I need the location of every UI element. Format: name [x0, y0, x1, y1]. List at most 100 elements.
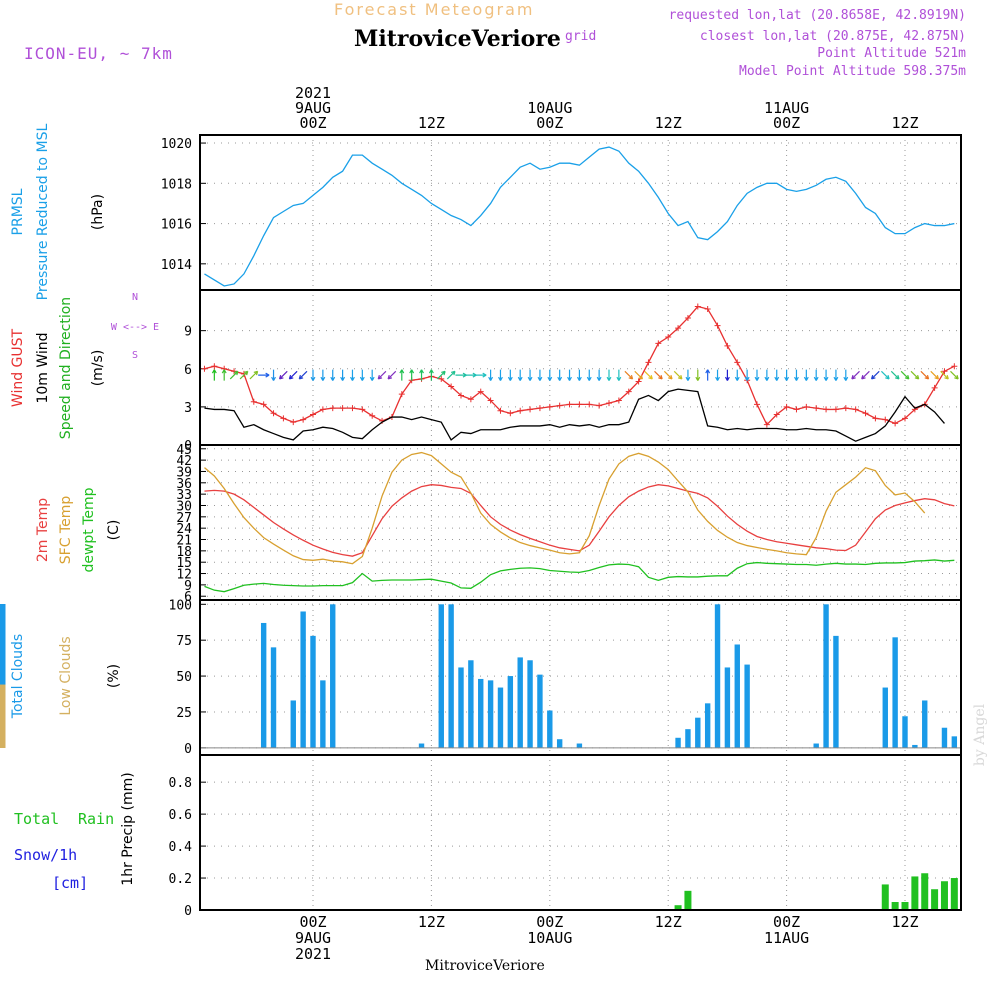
gust-marker [625, 388, 632, 395]
wind-direction-arrow [387, 370, 397, 380]
gust-marker [319, 406, 326, 413]
compass-south: S [132, 350, 138, 361]
bar-rain [931, 889, 939, 910]
gust-marker [665, 334, 672, 341]
wind-direction-arrow [419, 369, 424, 381]
panel-frame [199, 134, 962, 291]
bar-total-clouds [704, 703, 711, 748]
temp-label-sfc: SFC Temp [58, 496, 74, 565]
wind-direction-arrow [596, 369, 602, 381]
gust-marker [458, 392, 464, 399]
y-tick-label: 6 [184, 590, 192, 605]
gust-marker [517, 407, 524, 414]
bottom-axis-label: 00Z [536, 913, 563, 931]
top-axis-label: 11AUG [764, 99, 809, 117]
bar-total-clouds [941, 727, 948, 748]
wind-direction-arrow [527, 369, 533, 381]
bar-rain [684, 890, 692, 910]
bar-total-clouds [547, 710, 553, 748]
bar-total-clouds [290, 700, 296, 748]
wind-direction-arrow [211, 369, 217, 381]
bar-total-clouds [892, 637, 898, 748]
wind-direction-arrow [940, 370, 949, 380]
bottom-axis-label: 12Z [655, 913, 682, 931]
legend-snow-unit: [cm] [52, 874, 88, 892]
wind-direction-arrow [920, 370, 930, 380]
gust-marker [477, 388, 484, 395]
wind-direction-arrow [537, 369, 543, 381]
y-tick-label: 0.6 [169, 808, 192, 823]
wind-direction-arrow [567, 369, 572, 381]
bar-total-clouds [517, 657, 523, 748]
wind-direction-arrow [350, 369, 355, 381]
wind-direction-arrow [744, 369, 750, 381]
y-tick-label: 9 [184, 579, 192, 594]
wind-direction-arrow [465, 372, 477, 378]
gust-marker [941, 368, 948, 375]
station-title: MitroviceVeriore [354, 26, 561, 52]
gust-marker [270, 410, 277, 417]
wind-direction-arrow [950, 370, 959, 380]
y-tick-label: 30 [176, 499, 192, 514]
wind-direction-arrow [754, 369, 760, 381]
gust-marker [842, 405, 849, 412]
bar-total-clouds [507, 676, 514, 748]
wind-direction-arrow [229, 370, 239, 380]
wind-direction-arrow [507, 369, 513, 381]
top-axis-label: 12Z [418, 114, 445, 132]
gust-marker [783, 403, 790, 410]
wind-direction-arrow [369, 369, 375, 381]
wind-direction-arrow [734, 369, 740, 381]
series-line-dewpt-temp [204, 559, 955, 593]
gust-marker [300, 416, 307, 423]
gust-marker [448, 383, 455, 390]
gust-marker [596, 402, 603, 409]
gust-marker [556, 402, 563, 409]
bar-total-clouds [320, 680, 326, 748]
wind-direction-arrow [377, 370, 387, 380]
top-axis-label: 12Z [655, 114, 682, 132]
gust-marker [329, 405, 336, 412]
gust-marker [724, 342, 731, 349]
bar-total-clouds [270, 647, 277, 748]
gust-marker [852, 406, 859, 413]
gust-marker [754, 401, 760, 408]
wind-direction-arrow [715, 369, 720, 381]
gust-marker [369, 412, 376, 419]
wind-direction-arrow [880, 370, 890, 380]
bar-total-clouds [675, 737, 681, 748]
y-tick-label: 50 [176, 670, 192, 685]
point-altitude: Point Altitude 521m [817, 46, 966, 61]
gust-marker [566, 401, 573, 408]
compass-north: N [132, 292, 138, 303]
bottom-axis-label: 12Z [418, 913, 445, 931]
y-tick-label: 12 [176, 568, 192, 583]
bar-total-clouds [478, 678, 484, 748]
wind-direction-arrow [409, 369, 415, 381]
bar-total-clouds [310, 635, 316, 748]
bar-total-clouds [734, 644, 740, 748]
bar-total-clouds [685, 729, 691, 748]
wind-direction-arrow [475, 372, 487, 378]
bar-total-clouds [556, 739, 563, 748]
gust-marker [684, 314, 691, 321]
y-tick-label: 0 [184, 439, 192, 454]
bar-total-clouds [300, 611, 306, 748]
bar-rain [881, 884, 889, 910]
clouds-label-total: Total Clouds [10, 634, 26, 719]
y-tick-label: 0.2 [169, 872, 192, 887]
y-tick-label: 15 [176, 556, 192, 571]
gust-marker [655, 340, 662, 347]
top-axis-label: 2021 [295, 84, 331, 102]
bottom-axis-label: 11AUG [764, 929, 809, 947]
gust-marker [280, 415, 287, 422]
y-tick-label: 1018 [161, 177, 192, 192]
gust-marker [250, 398, 257, 405]
wind-direction-arrow [298, 370, 308, 380]
gust-marker [675, 325, 682, 332]
gust-marker [882, 416, 889, 423]
gust-marker [823, 406, 830, 413]
requested-coords: requested lon,lat (20.8658E, 42.8919N) [668, 8, 966, 23]
bar-rain [901, 902, 909, 910]
